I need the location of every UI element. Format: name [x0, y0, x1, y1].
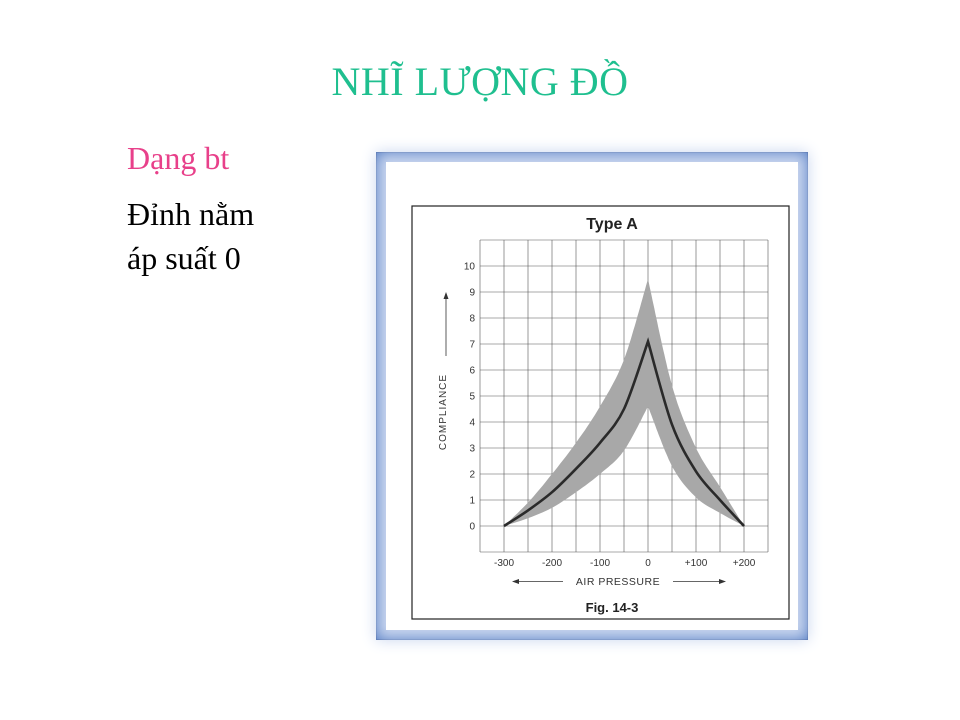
y-tick-label: 4: [469, 418, 475, 429]
y-axis-label: COMPLIANCE: [438, 374, 449, 450]
y-tick-label: 9: [469, 288, 475, 299]
y-tick-label: 6: [469, 366, 475, 377]
y-tick-label: 8: [469, 314, 475, 325]
body-line-2: áp suất 0: [127, 240, 241, 276]
x-axis-label: AIR PRESSURE: [576, 576, 660, 588]
slide-body: Đỉnh nằm áp suất 0: [127, 192, 254, 280]
x-axis-arrowhead-left: [512, 579, 519, 584]
y-tick-label: 10: [464, 262, 476, 273]
x-tick-label: +200: [733, 558, 756, 569]
y-tick-labels: 0 1 2 3 4 5 6 7 8 9 10: [464, 262, 476, 533]
y-tick-label: 2: [469, 470, 475, 481]
y-tick-label: 5: [469, 392, 475, 403]
x-tick-label: 0: [645, 558, 651, 569]
x-tick-label: -300: [494, 558, 514, 569]
y-tick-label: 1: [469, 496, 475, 507]
body-line-1: Đỉnh nằm: [127, 196, 255, 232]
x-axis-arrowhead-right: [719, 579, 726, 584]
slide-subtitle: Dạng bt: [127, 140, 230, 176]
figure-caption: Fig. 14-3: [586, 600, 639, 615]
y-tick-label: 3: [469, 444, 475, 455]
compliance-curve: [503, 337, 745, 528]
y-axis-arrowhead: [443, 292, 449, 299]
x-tick-label: -200: [542, 558, 562, 569]
chart-title: Type A: [586, 216, 638, 233]
compliance-range-band: [504, 281, 744, 526]
x-tick-label: +100: [685, 558, 708, 569]
y-tick-label: 0: [469, 522, 475, 533]
y-tick-label: 7: [469, 340, 475, 351]
x-tick-label: -100: [590, 558, 610, 569]
slide-title: NHĨ LƯỢNG ĐỒ: [331, 59, 629, 104]
x-tick-labels: -300 -200 -100 0 +100 +200: [494, 558, 756, 569]
